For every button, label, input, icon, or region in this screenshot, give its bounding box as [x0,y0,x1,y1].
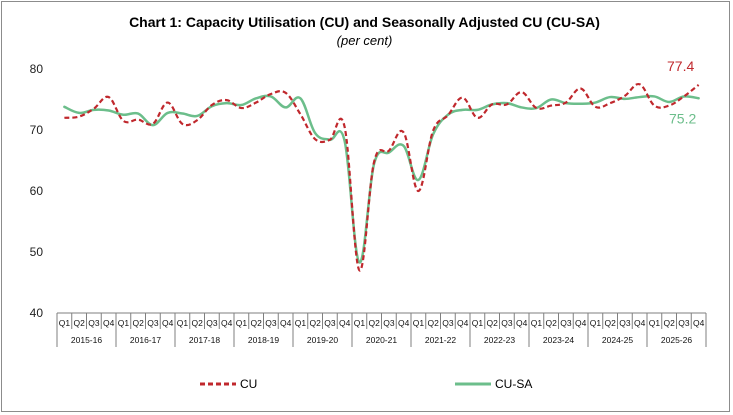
series-line-cu [64,83,700,272]
y-tick-label: 40 [30,306,44,320]
legend-label-cu: CU [240,377,257,391]
x-tick-year: 2018-19 [248,335,279,345]
x-tick-year: 2019-20 [307,335,338,345]
x-tick-quarter: Q4 [516,318,528,328]
x-tick-year: 2024-25 [602,335,633,345]
x-tick-quarter: Q3 [560,318,572,328]
x-tick-quarter: Q3 [206,318,218,328]
x-tick-year: 2023-24 [543,335,574,345]
x-tick-quarter: Q4 [162,318,174,328]
x-tick-quarter: Q3 [383,318,395,328]
x-tick-quarter: Q1 [236,318,248,328]
x-tick-quarter: Q2 [545,318,557,328]
x-tick-quarter: Q2 [250,318,262,328]
series-line-cu-sa [63,94,700,264]
x-tick-year: 2015-16 [71,335,102,345]
chart-title: Chart 1: Capacity Utilisation (CU) and S… [129,14,600,30]
x-tick-quarter: Q4 [575,318,587,328]
x-tick-quarter: Q3 [442,318,454,328]
x-tick-year: 2017-18 [189,335,220,345]
x-tick-year: 2021-22 [425,335,456,345]
x-tick-quarter: Q4 [634,318,646,328]
x-tick-quarter: Q4 [398,318,410,328]
x-tick-quarter: Q3 [88,318,100,328]
x-tick-quarter: Q4 [103,318,115,328]
legend-label-cu-sa: CU-SA [495,377,532,391]
chart-subtitle: (per cent) [336,33,393,48]
x-tick-quarter: Q2 [486,318,498,328]
x-tick-quarter: Q1 [118,318,130,328]
x-tick-quarter: Q1 [531,318,543,328]
x-tick-quarter: Q3 [678,318,690,328]
x-tick-quarter: Q1 [354,318,366,328]
data-label-cu: 77.4 [667,58,694,74]
data-label-cu-sa: 75.2 [669,110,696,126]
x-tick-quarter: Q1 [472,318,484,328]
x-tick-quarter: Q4 [280,318,292,328]
x-tick-quarter: Q4 [221,318,233,328]
y-tick-label: 80 [30,62,44,76]
x-tick-quarter: Q1 [590,318,602,328]
x-tick-quarter: Q2 [132,318,144,328]
x-tick-quarter: Q3 [619,318,631,328]
x-tick-quarter: Q2 [604,318,616,328]
x-tick-quarter: Q1 [295,318,307,328]
x-tick-year: 2016-17 [130,335,161,345]
y-tick-label: 70 [30,123,44,137]
x-tick-quarter: Q1 [413,318,425,328]
x-tick-quarter: Q2 [309,318,321,328]
x-tick-quarter: Q3 [265,318,277,328]
x-tick-quarter: Q3 [324,318,336,328]
x-tick-year: 2020-21 [366,335,397,345]
y-tick-label: 50 [30,245,44,259]
x-tick-quarter: Q4 [339,318,351,328]
x-tick-year: 2022-23 [484,335,515,345]
x-tick-quarter: Q2 [73,318,85,328]
x-tick-quarter: Q2 [427,318,439,328]
y-tick-label: 60 [30,184,44,198]
x-tick-quarter: Q2 [368,318,380,328]
x-tick-quarter: Q3 [147,318,159,328]
x-tick-quarter: Q1 [649,318,661,328]
x-tick-quarter: Q1 [177,318,189,328]
x-tick-quarter: Q2 [191,318,203,328]
x-tick-quarter: Q2 [663,318,675,328]
x-tick-quarter: Q1 [59,318,71,328]
x-tick-quarter: Q4 [693,318,705,328]
x-tick-year: 2025-26 [661,335,692,345]
x-tick-quarter: Q4 [457,318,469,328]
x-tick-quarter: Q3 [501,318,513,328]
